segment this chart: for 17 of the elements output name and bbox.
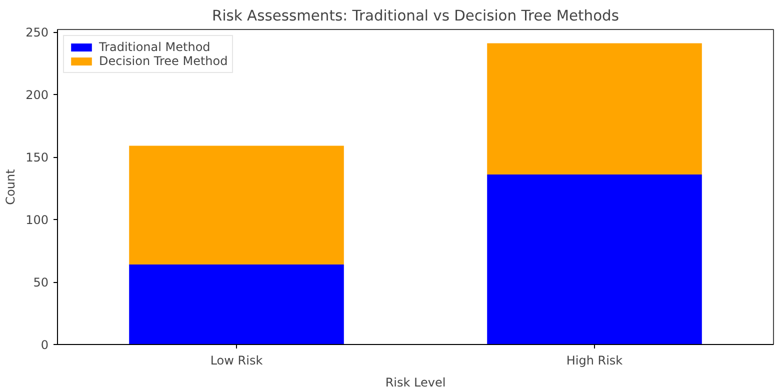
x-tick-label: Low Risk: [210, 354, 263, 368]
y-tick-label: 200: [26, 88, 48, 102]
y-tick-label: 50: [33, 276, 49, 290]
legend-label: Traditional Method: [99, 40, 210, 54]
chart-title: Risk Assessments: Traditional vs Decision Tree Methods: [212, 8, 619, 24]
y-tick-label: 100: [26, 213, 48, 227]
x-tick-label: High Risk: [566, 354, 623, 368]
y-tick-label: 250: [26, 26, 48, 40]
bar: [487, 174, 702, 344]
y-tick-label: 0: [40, 338, 49, 352]
y-tick-label: 150: [26, 150, 48, 164]
x-axis-title: Risk Level: [385, 376, 446, 390]
bar: [487, 43, 702, 174]
legend-label: Decision Tree Method: [99, 54, 228, 68]
bar: [129, 146, 344, 264]
bar: [129, 264, 344, 344]
y-axis-title: Count: [4, 168, 18, 205]
